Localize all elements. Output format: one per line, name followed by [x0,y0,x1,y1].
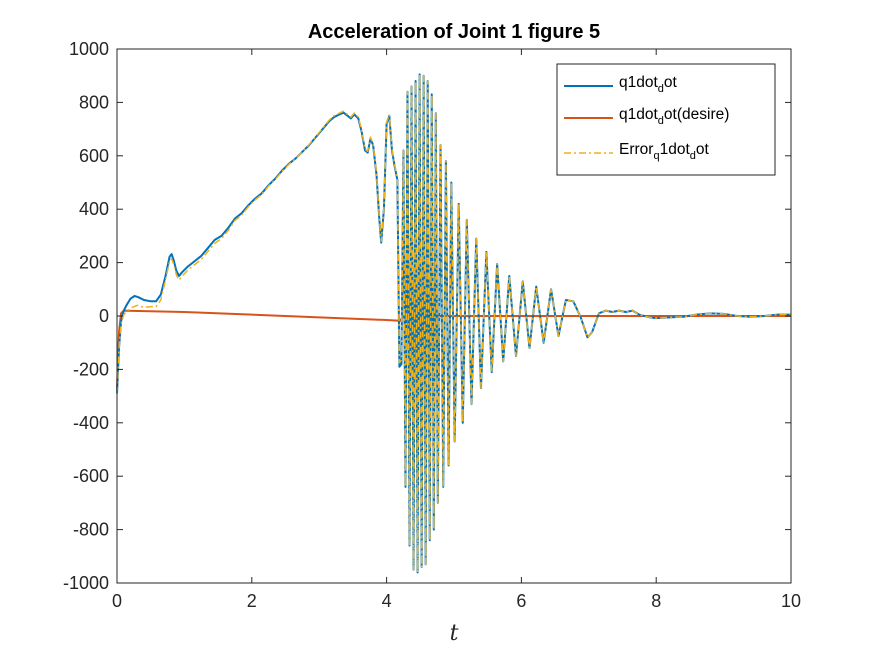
series-line-0 [116,73,791,574]
y-tick-label: -600 [73,466,109,486]
legend: q1dotdot q1dotdot(desire) Errorq1dotdot [556,63,776,176]
series-line-2 [116,73,791,574]
y-tick-label: -1000 [63,573,109,593]
y-tick-label: 200 [79,253,109,273]
y-tick-label: 1000 [69,39,109,59]
y-tick-label: 400 [79,199,109,219]
chart-title: Acceleration of Joint 1 figure 5 [308,21,600,43]
x-tick-label: 10 [781,591,801,611]
x-tick-label: 8 [651,591,661,611]
y-tick-label: -200 [73,359,109,379]
legend-box [556,63,776,176]
legend-label-0: q1dotdot [619,74,678,95]
x-axis-label: t [450,621,459,646]
y-tick-label: 600 [79,146,109,166]
y-tick-label: 0 [99,306,109,326]
x-tick-label: 2 [247,591,257,611]
y-tick-label: -400 [73,413,109,433]
legend-label-1: q1dotdot(desire) [619,106,729,127]
x-tick-label: 4 [382,591,392,611]
y-tick-label: -800 [73,520,109,540]
x-tick-label: 6 [516,591,526,611]
tick-layer: 0 2 4 6 8 10 1000 800 600 400 200 0 -200 -400 -600 -800… [63,39,801,611]
x-tick-label: 0 [112,591,122,611]
y-tick-label: 800 [79,92,109,112]
legend-label-2: Errorq1dotdot [619,141,709,162]
